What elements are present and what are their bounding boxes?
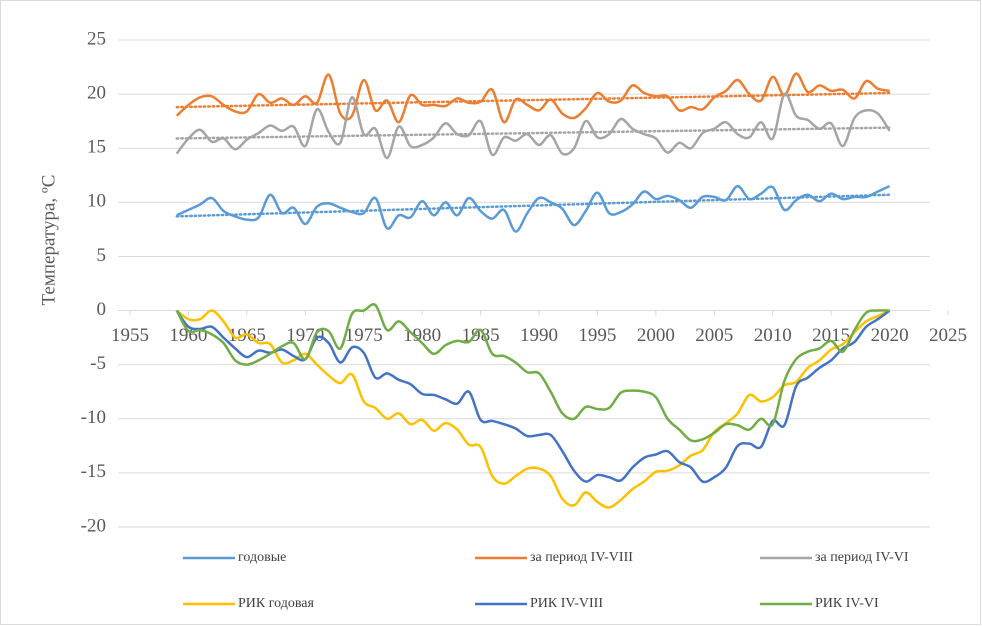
x-tick-label: 1975 — [345, 325, 383, 346]
series-line — [175, 309, 891, 484]
series-line — [175, 309, 891, 509]
y-tick-label: 10 — [87, 191, 106, 212]
x-tick-label: 1980 — [403, 325, 441, 346]
y-tick-label: -10 — [81, 407, 106, 428]
series-line — [175, 303, 890, 443]
legend-label: годовые — [238, 550, 286, 565]
y-tick-label: -20 — [81, 515, 106, 536]
x-tick-label: 2015 — [812, 325, 850, 346]
y-tick-label: 15 — [87, 137, 106, 158]
y-tick-label: 5 — [97, 245, 107, 266]
series-line — [175, 72, 890, 124]
x-tick-label: 1995 — [578, 325, 616, 346]
x-tick-label: 2010 — [754, 325, 792, 346]
y-tick-label: -5 — [90, 353, 106, 374]
y-axis-label: Температура, ºC — [38, 175, 59, 306]
y-tick-label: -15 — [81, 461, 106, 482]
x-tick-label: 1990 — [520, 325, 558, 346]
legend-label: за период IV-VI — [815, 550, 909, 565]
legend-label: РИК IV-VIII — [530, 596, 603, 611]
series-line — [175, 92, 891, 160]
series-line — [176, 184, 891, 233]
x-tick-label: 2025 — [929, 325, 967, 346]
legend-label: РИК годовая — [238, 596, 314, 611]
x-tick-label: 2020 — [871, 325, 909, 346]
x-tick-label: 1955 — [111, 325, 149, 346]
legend-label: РИК IV-VI — [815, 596, 879, 611]
y-tick-label: 25 — [87, 28, 106, 49]
y-tick-label: 20 — [87, 82, 106, 103]
x-tick-label: 2005 — [695, 325, 733, 346]
x-tick-label: 2000 — [637, 325, 675, 346]
trend-line — [175, 126, 891, 140]
legend-label: за период IV-VIII — [530, 550, 633, 565]
y-tick-label: 0 — [97, 299, 107, 320]
